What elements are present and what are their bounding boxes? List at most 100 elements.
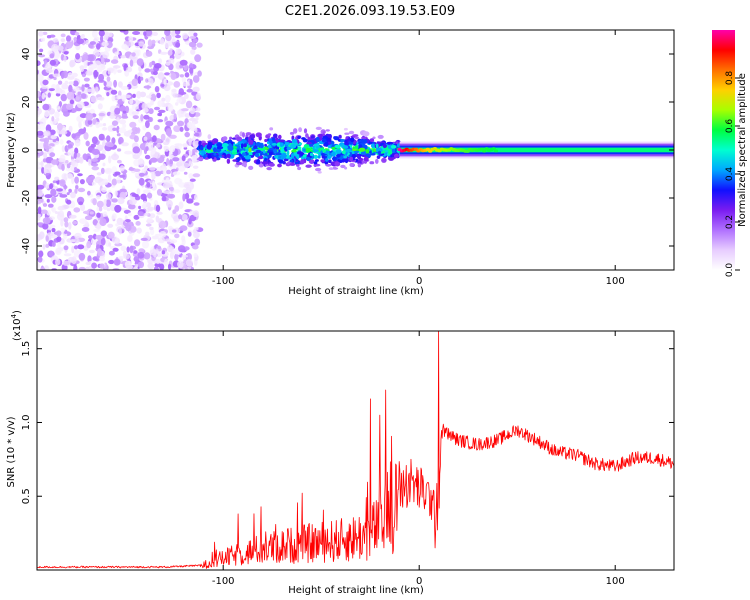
signal-cell bbox=[296, 163, 300, 167]
noise-cell bbox=[60, 33, 66, 38]
noise-cell bbox=[146, 217, 153, 223]
noise-cell bbox=[58, 101, 63, 108]
noise-cell bbox=[37, 222, 44, 226]
noise-cell bbox=[57, 45, 64, 51]
noise-cell bbox=[159, 220, 167, 229]
noise-cell bbox=[151, 60, 156, 66]
noise-cell bbox=[159, 38, 165, 45]
noise-cell bbox=[97, 103, 103, 110]
noise-cell bbox=[91, 158, 98, 162]
noise-cell bbox=[37, 60, 41, 66]
noise-cell bbox=[185, 259, 193, 267]
signal-cell bbox=[216, 146, 224, 150]
signal-cell bbox=[325, 163, 332, 167]
noise-cell bbox=[173, 189, 181, 194]
noise-cell bbox=[133, 168, 141, 172]
signal-cell bbox=[313, 154, 318, 159]
noise-cell bbox=[146, 182, 151, 188]
signal-cell bbox=[281, 152, 287, 159]
colorbar-gradient bbox=[712, 30, 735, 270]
noise-cell bbox=[51, 228, 56, 233]
noise-cell bbox=[178, 201, 184, 209]
noise-cell bbox=[72, 72, 78, 78]
noise-cell bbox=[58, 80, 63, 85]
noise-cell bbox=[98, 206, 103, 212]
signal-cell bbox=[341, 150, 346, 155]
noise-cell bbox=[182, 188, 187, 195]
noise-cell bbox=[69, 99, 75, 105]
signal-cell bbox=[318, 133, 323, 138]
signal-cell bbox=[221, 143, 229, 147]
noise-cell bbox=[85, 140, 90, 147]
noise-cell bbox=[124, 70, 130, 77]
noise-cell bbox=[91, 166, 100, 171]
noise-cell bbox=[67, 151, 73, 156]
noise-cell bbox=[114, 51, 120, 56]
noise-cell bbox=[80, 204, 86, 211]
noise-cell bbox=[172, 93, 179, 98]
noise-cell bbox=[85, 39, 89, 46]
noise-cell bbox=[38, 31, 44, 37]
noise-cell bbox=[91, 30, 98, 38]
noise-cell bbox=[63, 51, 69, 55]
signal-cell bbox=[308, 159, 315, 165]
noise-cell bbox=[186, 121, 193, 129]
signal-cell bbox=[322, 131, 326, 134]
noise-cell bbox=[91, 136, 98, 145]
noise-cell bbox=[149, 213, 156, 219]
noise-cell bbox=[148, 108, 154, 115]
noise-cell bbox=[179, 225, 188, 232]
signal-cell bbox=[256, 159, 261, 164]
noise-cell bbox=[107, 231, 115, 239]
noise-cell bbox=[164, 258, 168, 267]
noise-cell bbox=[167, 50, 173, 56]
noise-cell bbox=[75, 96, 80, 101]
noise-cell bbox=[118, 127, 127, 134]
noise-cell bbox=[174, 30, 181, 35]
noise-cell bbox=[60, 71, 65, 80]
noise-cell bbox=[98, 133, 105, 141]
noise-cell bbox=[39, 231, 45, 240]
noise-cell bbox=[120, 105, 126, 112]
noise-cell bbox=[68, 125, 73, 133]
noise-cell bbox=[37, 41, 41, 49]
noise-cell bbox=[152, 71, 158, 76]
signal-cell bbox=[278, 139, 286, 143]
noise-cell bbox=[46, 198, 50, 203]
signal-cell bbox=[306, 141, 313, 145]
noise-cell bbox=[69, 61, 75, 68]
signal-cell bbox=[340, 164, 346, 169]
noise-cell bbox=[181, 155, 186, 162]
noise-cell bbox=[192, 173, 201, 178]
colorbar-label: Normalized spectral amplitude bbox=[737, 73, 748, 227]
noise-cell bbox=[37, 107, 42, 115]
signal-cell bbox=[262, 150, 266, 154]
signal-cell bbox=[317, 155, 321, 159]
noise-cell bbox=[127, 212, 132, 217]
signal-cell bbox=[309, 143, 314, 147]
noise-cell bbox=[128, 35, 134, 43]
signal-cell bbox=[226, 153, 231, 158]
noise-cell bbox=[91, 148, 100, 155]
signal-cell bbox=[277, 159, 282, 163]
noise-cell bbox=[45, 68, 53, 74]
snr-panel: -100 0 100 0.5 1.0 1.5 (x104) Height of stra… bbox=[6, 310, 675, 596]
noise-cell bbox=[136, 227, 142, 234]
noise-cell bbox=[65, 103, 74, 110]
noise-cell bbox=[81, 227, 90, 232]
noise-cell bbox=[37, 200, 42, 205]
noise-cell bbox=[144, 68, 151, 73]
noise-cell bbox=[37, 184, 45, 190]
noise-cell bbox=[183, 183, 191, 189]
noise-cell bbox=[108, 242, 112, 247]
noise-cell bbox=[42, 244, 46, 250]
noise-cell bbox=[155, 204, 161, 212]
noise-cell bbox=[102, 162, 106, 167]
signal-cell bbox=[289, 159, 294, 163]
signal-cell bbox=[335, 149, 342, 154]
y-tick-label: 1.5 bbox=[21, 341, 32, 357]
noise-cell bbox=[78, 121, 82, 129]
noise-cell bbox=[63, 245, 69, 251]
noise-cell bbox=[106, 76, 111, 82]
